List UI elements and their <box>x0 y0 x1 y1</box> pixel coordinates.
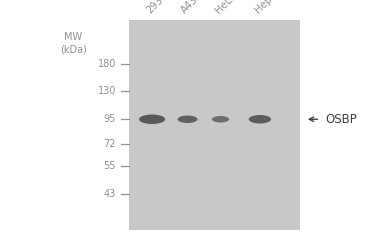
Text: 72: 72 <box>104 139 116 149</box>
Ellipse shape <box>139 114 165 124</box>
Text: 293T: 293T <box>145 0 170 15</box>
Ellipse shape <box>212 116 229 122</box>
Text: HeLa: HeLa <box>214 0 238 15</box>
Text: HepG2: HepG2 <box>253 0 284 15</box>
Text: 55: 55 <box>104 161 116 171</box>
Text: OSBP: OSBP <box>325 113 357 126</box>
Text: MW
(kDa): MW (kDa) <box>60 32 87 55</box>
Bar <box>129 20 300 230</box>
Text: 130: 130 <box>97 86 116 96</box>
Ellipse shape <box>177 116 198 123</box>
Ellipse shape <box>249 115 271 124</box>
Text: 95: 95 <box>104 114 116 124</box>
Text: 43: 43 <box>104 189 116 199</box>
Text: A431: A431 <box>180 0 205 15</box>
Text: 180: 180 <box>97 59 116 69</box>
